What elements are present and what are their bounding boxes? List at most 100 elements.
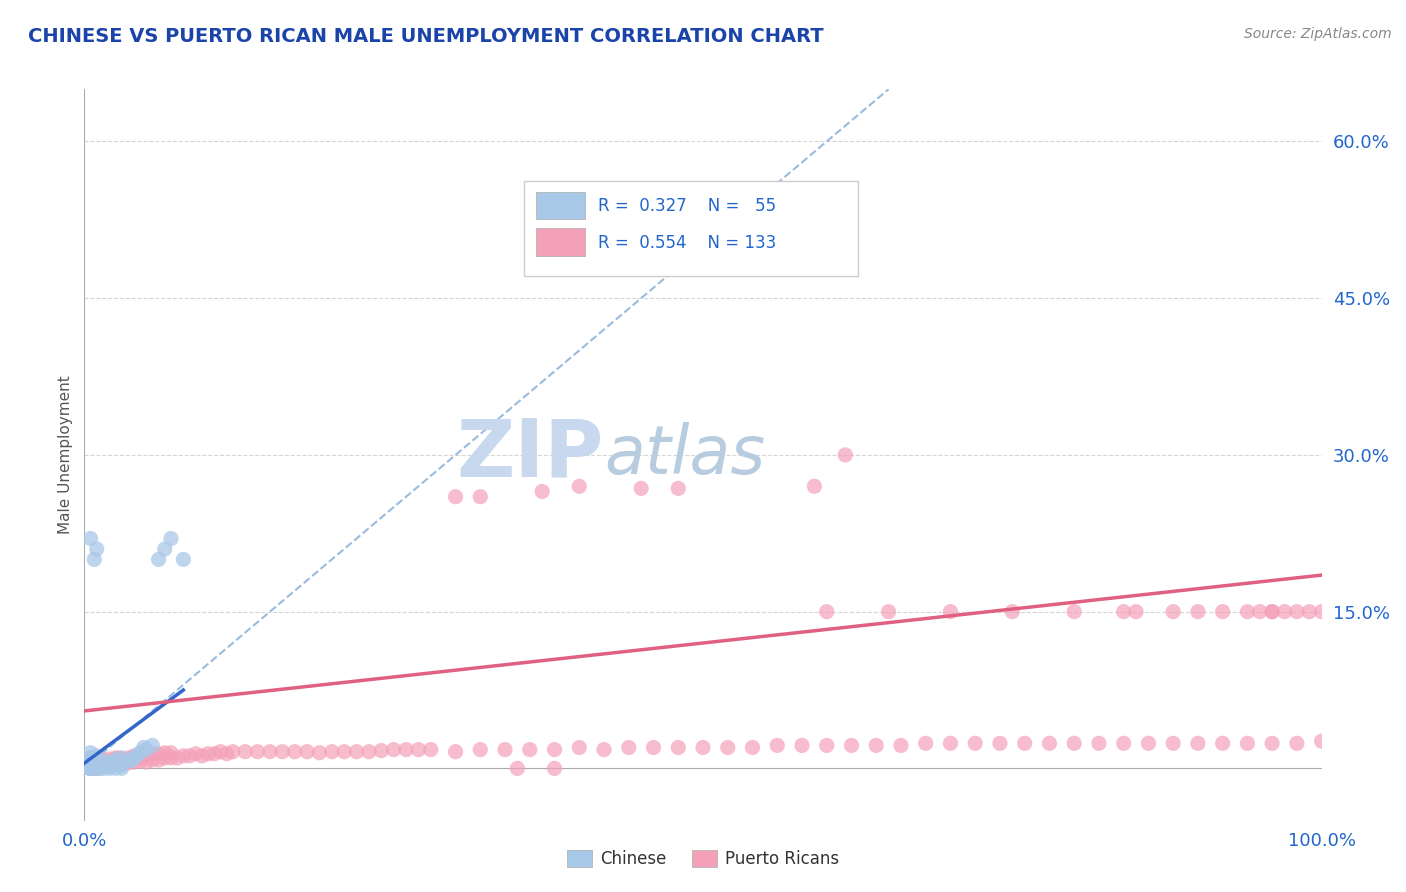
Point: [166, 751, 188, 765]
Point: [86, 748, 108, 763]
Point: [108, 751, 131, 765]
Point: [96, 759, 118, 773]
Point: [1063, 736, 1085, 750]
Point: [643, 740, 665, 755]
Point: [965, 736, 987, 750]
Point: [271, 745, 294, 759]
Point: [153, 751, 176, 765]
Point: [1088, 736, 1111, 750]
Point: [506, 761, 529, 775]
Point: [197, 747, 219, 761]
Point: [692, 740, 714, 755]
Point: [129, 754, 152, 768]
Point: [79, 761, 101, 775]
Point: [79, 746, 101, 760]
Point: [191, 748, 214, 763]
Point: [79, 761, 101, 775]
Point: [1137, 736, 1160, 750]
Point: [86, 753, 108, 767]
Point: [1298, 605, 1320, 619]
Point: [153, 541, 176, 556]
Bar: [536, 228, 585, 256]
Point: [382, 742, 405, 756]
Point: [104, 751, 127, 765]
Point: [148, 747, 170, 761]
Point: [1125, 605, 1147, 619]
Point: [83, 753, 105, 767]
Point: [1112, 605, 1135, 619]
Point: [160, 746, 183, 760]
Point: [531, 484, 554, 499]
Text: Source: ZipAtlas.com: Source: ZipAtlas.com: [1244, 27, 1392, 41]
Point: [79, 761, 101, 775]
Point: [865, 739, 887, 753]
Point: [741, 740, 763, 755]
Point: [1274, 605, 1296, 619]
Point: [79, 761, 101, 775]
Point: [1212, 605, 1234, 619]
Point: [79, 758, 101, 772]
Point: [79, 759, 101, 773]
Point: [988, 736, 1011, 750]
Point: [86, 761, 108, 775]
Point: [246, 745, 269, 759]
Point: [89, 755, 111, 769]
Point: [79, 756, 101, 771]
Point: [86, 753, 108, 767]
Point: [91, 761, 114, 775]
Point: [1212, 736, 1234, 750]
Point: [108, 756, 131, 771]
Text: atlas: atlas: [605, 422, 765, 488]
Point: [519, 742, 541, 756]
Point: [333, 745, 356, 759]
Point: [141, 753, 163, 767]
Point: [79, 751, 101, 765]
Legend: Chinese, Puerto Ricans: Chinese, Puerto Ricans: [560, 843, 846, 874]
Point: [444, 490, 467, 504]
Point: [494, 742, 516, 756]
Point: [98, 758, 121, 772]
Point: [129, 746, 152, 760]
Point: [110, 753, 132, 767]
Point: [96, 756, 118, 771]
Point: [370, 744, 392, 758]
Point: [79, 759, 101, 773]
Point: [122, 755, 145, 769]
Point: [108, 756, 131, 771]
Point: [110, 751, 132, 765]
Point: [135, 748, 157, 763]
Point: [148, 552, 170, 566]
Point: [1187, 605, 1209, 619]
Point: [470, 490, 492, 504]
Point: [543, 742, 565, 756]
Point: [160, 751, 183, 765]
Y-axis label: Male Unemployment: Male Unemployment: [58, 376, 73, 534]
Point: [419, 742, 441, 756]
Point: [79, 761, 101, 775]
Point: [79, 761, 101, 775]
Point: [1014, 736, 1036, 750]
Point: [91, 753, 114, 767]
Point: [1112, 736, 1135, 750]
Point: [86, 541, 108, 556]
Point: [79, 761, 101, 775]
Point: [117, 751, 139, 765]
Point: [1261, 736, 1284, 750]
Point: [1187, 736, 1209, 750]
Point: [135, 755, 157, 769]
Point: [395, 742, 418, 756]
Point: [79, 761, 101, 775]
Point: [172, 552, 194, 566]
Point: [153, 746, 176, 760]
Point: [110, 758, 132, 772]
Point: [1063, 605, 1085, 619]
Point: [79, 761, 101, 775]
Point: [79, 761, 101, 775]
Point: [83, 758, 105, 772]
Text: CHINESE VS PUERTO RICAN MALE UNEMPLOYMENT CORRELATION CHART: CHINESE VS PUERTO RICAN MALE UNEMPLOYMEN…: [28, 27, 824, 45]
Point: [543, 761, 565, 775]
Point: [79, 761, 101, 775]
Point: [120, 753, 142, 767]
Point: [209, 745, 232, 759]
Point: [83, 552, 105, 566]
